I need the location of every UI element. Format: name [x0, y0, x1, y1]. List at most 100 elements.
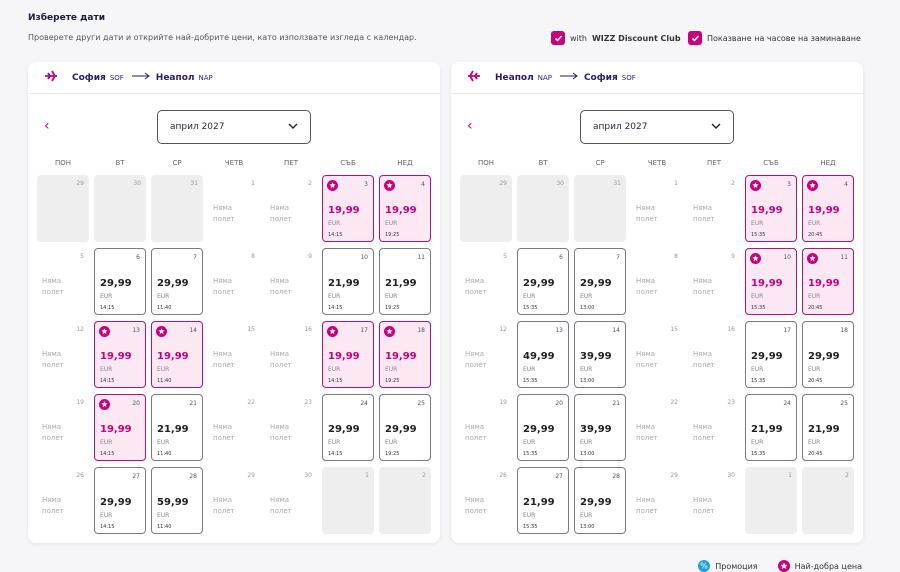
currency: EUR	[751, 220, 764, 227]
option[interactable]: Показване на часове на заминаване	[688, 31, 861, 45]
month-select[interactable]: април 2027	[580, 110, 734, 144]
day-number: 27	[555, 473, 563, 480]
calendar-card: Неапол NAP София SOF ‹ април 2027 ПОН ВТ СР ЧЕТВ П…	[451, 62, 863, 543]
currency: EUR	[100, 512, 113, 519]
day-cell[interactable]: 17 29,99 EUR 15:35	[745, 321, 797, 388]
day-cell[interactable]: 27 29,99 EUR 14:15	[94, 467, 146, 534]
no-flight: Няма полет	[213, 350, 235, 369]
price: 29,99	[157, 278, 189, 289]
weekday: НЕД	[397, 159, 413, 167]
day-cell[interactable]: 21 39,99 EUR 13:00	[574, 394, 626, 461]
day-cell[interactable]: 13 49,99 EUR 15:35	[517, 321, 569, 388]
day-number: 23	[304, 399, 312, 406]
time: 13:00	[580, 378, 595, 384]
arrow	[558, 72, 580, 83]
no-flight: Няма полет	[213, 496, 235, 515]
day-cell: 1	[322, 467, 374, 534]
dropdown-icon	[711, 122, 721, 132]
prev-month[interactable]: ‹	[467, 118, 473, 134]
day-number: 28	[189, 473, 197, 480]
origin: Неапол	[495, 72, 534, 83]
day-cell[interactable]: 18 29,99 EUR 20:45	[802, 321, 854, 388]
day-number: 25	[417, 400, 425, 407]
day-cell[interactable]: 3 19,99 EUR 15:35	[745, 175, 797, 242]
time: 14:15	[328, 451, 343, 457]
day-cell[interactable]: 3 19,99 EUR 14:15	[322, 175, 374, 242]
no-flight: Няма полет	[636, 350, 658, 369]
day-cell[interactable]: 20 19,99 EUR 14:15	[94, 394, 146, 461]
day-cell[interactable]: 17 19,99 EUR 14:15	[322, 321, 374, 388]
origin: София	[72, 72, 106, 83]
svg-text:%: %	[700, 562, 708, 571]
day-cell[interactable]: 10 21,99 EUR 14:15	[322, 248, 374, 315]
no-flight: Няма полет	[270, 204, 292, 223]
day-cell[interactable]: 10 19,99 EUR 15:35	[745, 248, 797, 315]
day-cell[interactable]: 7 29,99 EUR 13:00	[574, 248, 626, 315]
day-cell[interactable]: 11 21,99 EUR 19:25	[379, 248, 431, 315]
day-number: 30	[304, 472, 312, 479]
day-cell[interactable]: 11 19,99 EUR 20:45	[802, 248, 854, 315]
weekday: СЪБ	[340, 159, 356, 167]
day-cell[interactable]: 24 29,99 EUR 14:15	[322, 394, 374, 461]
day-number: 17	[783, 327, 791, 334]
day-cell[interactable]: 27 21,99 EUR 15:35	[517, 467, 569, 534]
day-number: 20	[555, 400, 563, 407]
prev-month[interactable]: ‹	[44, 118, 50, 134]
price: 19,99	[808, 278, 840, 289]
currency: EUR	[523, 439, 536, 446]
day-cell[interactable]: 14 19,99 EUR 11:40	[151, 321, 203, 388]
day-number: 5	[80, 253, 84, 260]
day-cell[interactable]: 25 29,99 EUR 19:25	[379, 394, 431, 461]
day-cell: 30	[94, 175, 146, 242]
day-cell: 19 Няма полет	[37, 394, 89, 461]
best-price-icon	[327, 326, 338, 339]
no-flight: Няма полет	[693, 277, 715, 296]
no-flight: Няма полет	[636, 423, 658, 442]
day-cell[interactable]: 4 19,99 EUR 20:45	[802, 175, 854, 242]
currency: EUR	[808, 293, 821, 300]
weekday: СЪБ	[763, 159, 779, 167]
day-cell[interactable]: 18 19,99 EUR 19:25	[379, 321, 431, 388]
weekdays: ПОН ВТ СР ЧЕТВ ПЕТ СЪБ НЕД	[460, 159, 854, 167]
day-cell[interactable]: 25 21,99 EUR 20:45	[802, 394, 854, 461]
day-number: 1	[365, 472, 369, 479]
day-cell[interactable]: 28 29,99 EUR 13:00	[574, 467, 626, 534]
checkbox[interactable]	[688, 31, 702, 45]
legend-label: Най-добра цена	[794, 561, 862, 571]
day-number: 25	[840, 400, 848, 407]
time: 14:15	[100, 305, 115, 311]
best-price-icon	[750, 253, 761, 266]
checkbox[interactable]	[551, 31, 565, 45]
day-cell[interactable]: 14 39,99 EUR 13:00	[574, 321, 626, 388]
month-select[interactable]: април 2027	[157, 110, 311, 144]
day-number: 18	[417, 327, 425, 334]
no-flight: Няма полет	[42, 277, 64, 296]
day-grid: 29 30 31 1 Няма полет 2 Няма полет 3 19,99 EUR 14:…	[37, 175, 431, 534]
day-cell[interactable]: 7 29,99 EUR 11:40	[151, 248, 203, 315]
no-flight: Няма полет	[213, 204, 235, 223]
legend-label: Промоция	[715, 561, 758, 571]
option[interactable]: with WIZZ Discount Club	[551, 31, 681, 45]
no-flight: Няма полет	[42, 350, 64, 369]
currency: EUR	[580, 512, 593, 519]
destination: София	[583, 72, 618, 83]
day-cell[interactable]: 20 29,99 EUR 15:35	[517, 394, 569, 461]
promo-icon: %	[698, 560, 711, 572]
currency: EUR	[157, 366, 170, 373]
no-flight: Няма полет	[636, 204, 658, 223]
day-cell[interactable]: 6 29,99 EUR 15:35	[517, 248, 569, 315]
day-cell[interactable]: 13 19,99 EUR 14:15	[94, 321, 146, 388]
origin-code: NAP	[537, 73, 552, 82]
day-cell[interactable]: 4 19,99 EUR 19:25	[379, 175, 431, 242]
price: 21,99	[523, 497, 555, 508]
day-cell[interactable]: 6 29,99 EUR 14:15	[94, 248, 146, 315]
day-number: 9	[308, 253, 312, 260]
day-cell[interactable]: 28 59,99 EUR 11:40	[151, 467, 203, 534]
time: 14:15	[100, 524, 115, 530]
day-number: 23	[727, 399, 735, 406]
price: 19,99	[100, 351, 132, 362]
time: 15:35	[523, 378, 538, 384]
day-cell[interactable]: 24 21,99 EUR 15:35	[745, 394, 797, 461]
no-flight: Няма полет	[42, 496, 64, 515]
day-cell[interactable]: 21 21,99 EUR 11:40	[151, 394, 203, 461]
